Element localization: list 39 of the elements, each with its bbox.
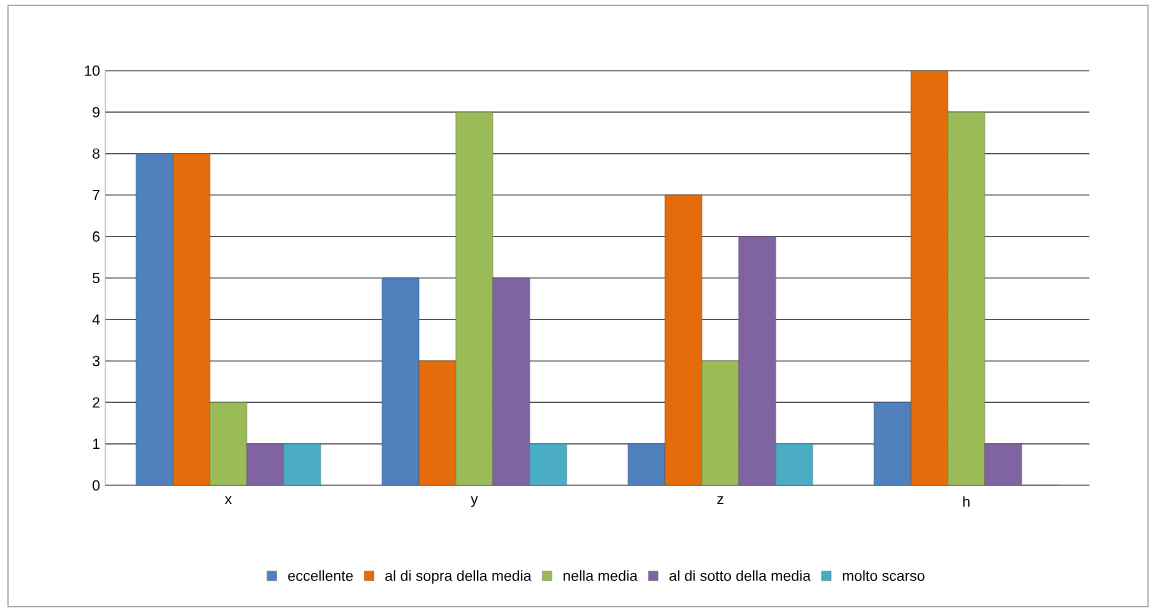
bar — [246, 443, 284, 486]
y-tick-label: 9 — [92, 106, 100, 118]
bar — [910, 70, 949, 486]
bar — [873, 402, 912, 486]
y-tick-label: 5 — [92, 272, 100, 284]
bar — [172, 153, 211, 486]
legend-label: eccellente — [288, 570, 353, 581]
y-tick-label: 6 — [92, 231, 100, 242]
x-tick-label: z — [717, 496, 724, 504]
y-tick-label: 3 — [92, 355, 100, 367]
bar — [418, 360, 457, 486]
y-tick-label: 2 — [92, 397, 100, 408]
bar — [664, 194, 703, 486]
bar — [283, 443, 321, 486]
y-tick-label: 1 — [93, 438, 100, 449]
bar — [381, 277, 420, 486]
y-tick-label: 7 — [92, 190, 100, 201]
bar — [738, 236, 776, 486]
bar — [135, 153, 174, 486]
bar — [492, 277, 530, 486]
bar — [455, 111, 494, 486]
y-tick-label: 10 — [84, 65, 100, 76]
legend-label: al di sopra della media — [385, 570, 532, 584]
y-tick-label: 8 — [92, 148, 100, 159]
x-tick-label: y — [470, 496, 478, 507]
legend-label: nella media — [563, 570, 638, 581]
x-tick-label: h — [963, 496, 970, 507]
bar — [947, 111, 986, 486]
bar — [627, 443, 666, 486]
bar — [529, 443, 567, 486]
legend-label: molto scarso — [842, 570, 925, 581]
y-tick-label: 4 — [92, 314, 100, 325]
y-tick-label: 0 — [92, 480, 100, 491]
legend-label: al di sotto della media — [669, 570, 811, 581]
bar — [775, 443, 813, 486]
bar — [701, 360, 740, 486]
bar — [209, 402, 248, 486]
x-tick-label: x — [224, 496, 232, 504]
bar — [984, 443, 1022, 486]
